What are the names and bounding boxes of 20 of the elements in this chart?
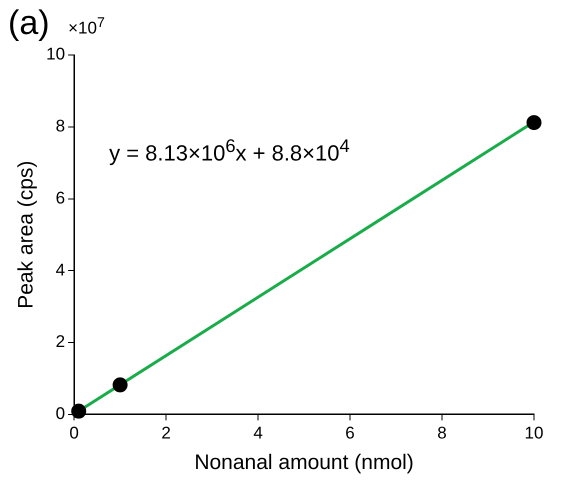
x-tick-label: 0 [69, 423, 79, 442]
x-tick-label: 6 [345, 423, 355, 442]
chart-title: (a) [8, 4, 50, 43]
x-tick-label: 4 [253, 423, 263, 442]
y-tick-label: 2 [56, 332, 66, 352]
x-tick-label: 8 [437, 423, 447, 442]
y-axis-title: Peak area (cps) [14, 160, 38, 309]
y-tick-label: 0 [56, 404, 66, 424]
annotation: y = 8.13×10$^{6}$x + 8.8×10$^{4}$ [109, 135, 350, 166]
point [112, 377, 128, 392]
y-tick-label: 8 [56, 116, 66, 136]
x-tick-label: 2 [161, 423, 171, 442]
y-tick-label: 4 [56, 260, 66, 280]
y-tick-label: 6 [56, 188, 66, 208]
point [71, 404, 86, 419]
x-tick-label: 10 [524, 423, 544, 442]
y-tick-label: 10 [46, 44, 66, 64]
text: ×10$^{7}$ [68, 15, 105, 39]
point [526, 115, 542, 130]
x-axis-title: Nonanal amount (nmol) [194, 451, 414, 474]
